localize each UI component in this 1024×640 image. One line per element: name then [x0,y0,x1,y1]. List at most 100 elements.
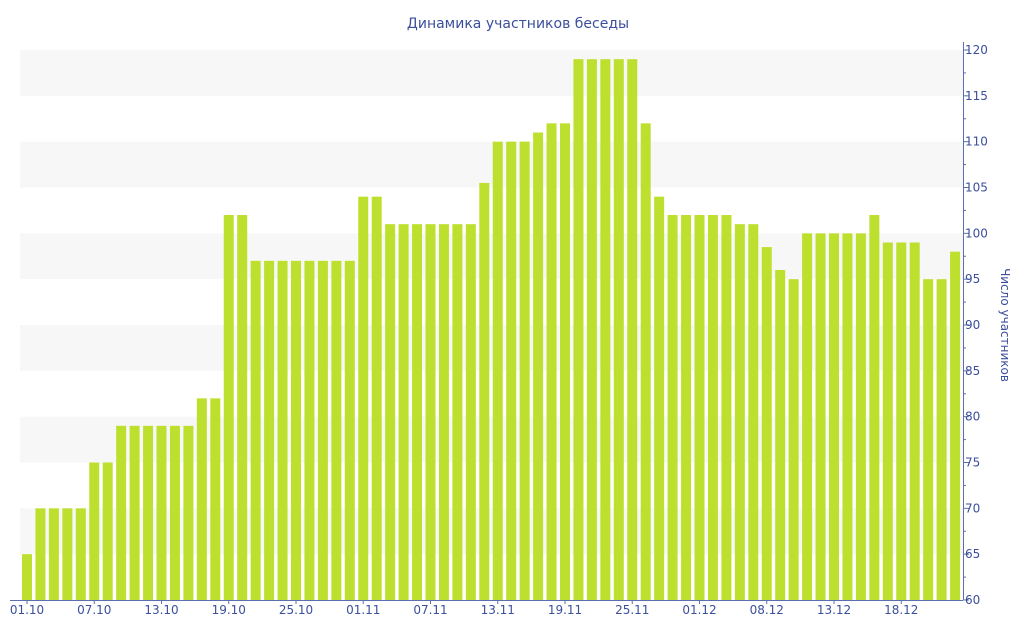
bar [264,260,275,600]
x-axis: 01.10 07.10 13.10 19.10 25.10 01.11 07.11 13.11… [10,600,963,617]
y-tick-label: 115 [965,89,988,103]
bar [250,260,261,600]
bar [317,260,328,600]
bar [89,462,100,600]
bar [829,233,839,601]
bar [546,123,557,600]
x-tick-label: 08.12 [750,603,784,617]
bar [694,215,705,600]
bar [196,398,207,600]
bar [748,224,759,600]
bar [519,141,530,600]
grid-band [20,50,963,96]
bar [654,196,665,600]
bar [425,224,436,600]
bar [734,224,745,600]
bar [385,224,396,600]
bar [116,425,127,600]
x-tick-label: 01.12 [682,603,716,617]
bar [775,270,786,600]
bar [412,224,423,600]
bar [156,425,167,600]
y-tick-label: 70 [965,501,980,515]
bar [909,242,920,600]
y-axis-label: Число участников [998,268,1012,382]
bar [788,279,799,600]
bar [560,123,570,600]
bar [452,224,463,600]
x-tick-label: 19.10 [212,603,246,617]
bar [533,132,544,600]
bar [600,59,611,600]
bar [143,425,154,600]
x-tick-label: 01.10 [10,603,44,617]
bar [882,242,893,600]
y-tick-label: 95 [965,272,980,286]
x-tick-label: 01.11 [346,603,380,617]
bar [627,59,638,600]
bar [344,260,355,600]
bar [22,554,32,600]
x-tick-label: 25.11 [615,603,649,617]
bar [102,462,113,600]
bar [613,59,624,600]
bar [802,233,813,601]
y-tick-label: 110 [965,135,988,149]
bar [950,251,961,600]
y-tick-label: 65 [965,547,980,561]
bar [304,260,315,600]
bar [210,398,221,600]
x-tick-label: 25.10 [279,603,313,617]
chart-title: Динамика участников беседы [407,16,629,32]
bar [707,215,718,600]
bar [869,215,880,600]
grid-band [20,141,963,188]
bar [640,123,651,600]
y-tick-label: 105 [965,181,988,195]
y-tick-label: 60 [965,593,980,607]
bar [237,215,248,600]
bar [681,215,692,600]
bar [223,215,234,600]
x-tick-label: 07.10 [77,603,111,617]
y-tick-label: 100 [965,226,988,240]
x-tick-label: 13.10 [144,603,178,617]
y-tick-label: 120 [965,43,988,57]
bar [291,260,301,600]
y-tick-label: 90 [965,318,980,332]
bar [48,508,59,600]
bar [573,59,584,600]
bar [169,425,180,600]
bar [667,215,678,600]
bar [277,260,288,600]
bar [923,279,934,600]
bar [492,141,503,600]
bar [129,425,140,600]
bar [815,233,826,601]
bar [358,196,369,600]
bar [761,247,772,601]
bar [936,279,947,600]
bar [183,425,194,600]
bar [896,242,907,600]
bar [842,233,853,601]
x-tick-label: 13.11 [481,603,515,617]
bar [62,508,73,600]
bar [721,215,732,600]
bar [438,224,449,600]
bar [506,141,517,600]
x-tick-label: 19.11 [548,603,582,617]
x-tick-label: 13.12 [817,603,851,617]
y-tick-label: 75 [965,456,980,470]
bar [465,224,476,600]
bar [75,508,86,600]
bar [331,260,342,600]
bars [22,59,961,601]
bar [586,59,597,600]
bar [35,508,46,600]
x-tick-label: 18.12 [884,603,918,617]
y-tick-label: 85 [965,364,980,378]
bar [371,196,382,600]
x-tick-label: 07.11 [413,603,447,617]
